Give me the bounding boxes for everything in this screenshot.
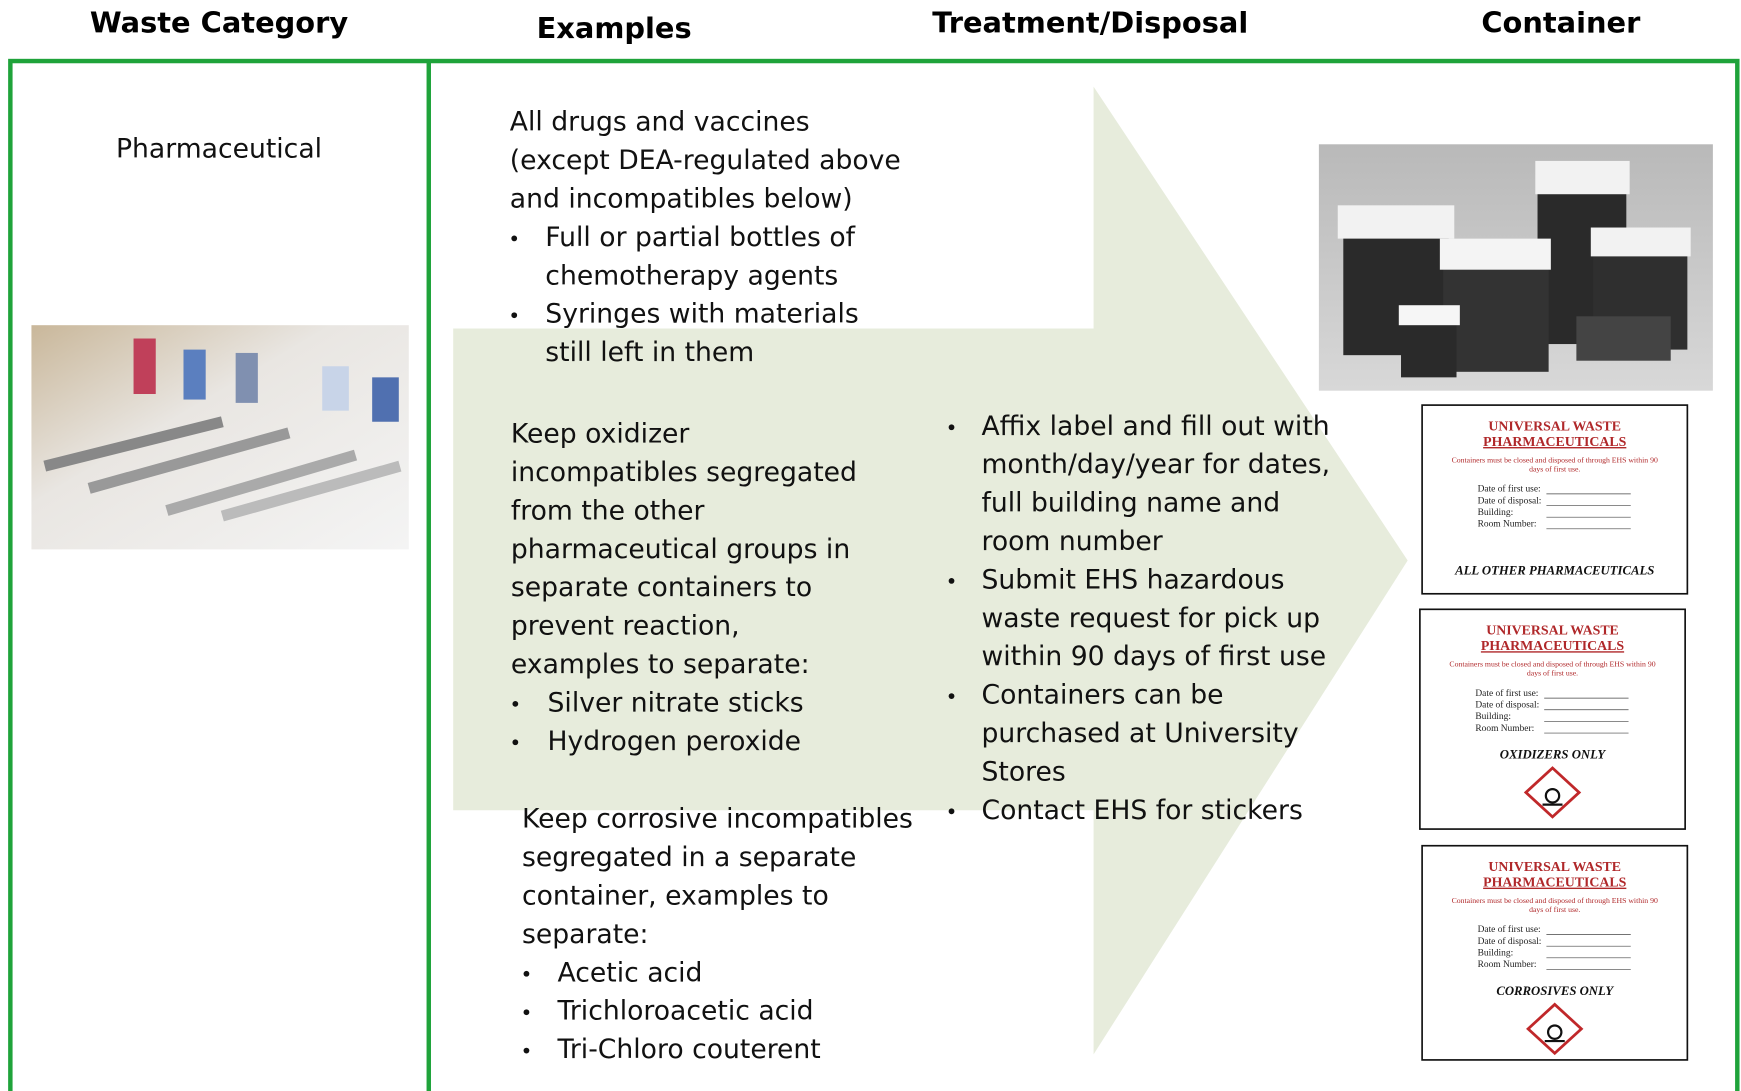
treatment-bullet: Submit EHS hazardous — [981, 564, 1284, 595]
bullet-dot — [511, 235, 518, 242]
label-field: Date of disposal: — [1478, 936, 1542, 947]
label-field: Date of disposal: — [1478, 495, 1542, 506]
example-text: separate containers to — [511, 572, 812, 603]
example-text: segregated in a separate — [522, 842, 856, 873]
bullet-dot — [948, 578, 955, 584]
treatment-bullet: Containers can be — [981, 680, 1223, 711]
column-header: Waste Category — [90, 5, 348, 39]
label-title: UNIVERSAL WASTE — [1488, 860, 1621, 875]
example-bullet: Silver nitrate sticks — [548, 687, 804, 718]
hazard-symbol — [1546, 1024, 1563, 1040]
treatment-bullet: Stores — [981, 756, 1065, 787]
example-bullet: Acetic acid — [558, 957, 703, 988]
example-bullet: Hydrogen peroxide — [548, 726, 802, 757]
bullet-dot — [512, 700, 519, 707]
label-footer: OXIDIZERS ONLY — [1500, 748, 1607, 762]
label-footer: ALL OTHER PHARMACEUTICALS — [1454, 564, 1654, 578]
example-bullet: Tri-Chloro couterent — [557, 1034, 821, 1065]
arrow — [453, 86, 1408, 1055]
column-header: Treatment/Disposal — [932, 5, 1248, 39]
treatment-bullet: room number — [981, 526, 1162, 557]
label-note: Containers must be closed and disposed o… — [1452, 455, 1658, 464]
hazard-diamond — [1523, 766, 1582, 819]
hazard-symbol — [1544, 788, 1561, 804]
label-field: Date of first use: — [1478, 484, 1541, 495]
category-name: Pharmaceutical — [116, 133, 322, 164]
example-text: from the other — [511, 495, 705, 526]
example-text: Keep oxidizer — [511, 419, 690, 450]
label-note: Containers must be closed and disposed o… — [1449, 660, 1655, 669]
label-title: UNIVERSAL WASTE — [1486, 624, 1619, 639]
container-photo — [1318, 144, 1713, 391]
label-field: Room Number: — [1478, 520, 1537, 530]
example-text: container, examples to — [522, 880, 829, 911]
label-field: Room Number: — [1475, 724, 1534, 734]
label-field: Building: — [1478, 508, 1514, 518]
label-note: days of first use. — [1527, 668, 1578, 677]
label-note: days of first use. — [1529, 905, 1580, 914]
example-text: (except DEA-regulated above — [510, 145, 901, 176]
example-text: examples to separate: — [511, 649, 810, 680]
label-title: UNIVERSAL WASTE — [1488, 419, 1621, 434]
treatment-bullet: full building name and — [981, 488, 1280, 519]
bullet-dot — [523, 970, 530, 977]
treatment-bullet: Contact EHS for stickers — [981, 795, 1302, 826]
table-border — [8, 58, 1740, 1091]
example-text: prevent reaction, — [511, 611, 740, 642]
bullet-dot — [511, 312, 518, 319]
example-text: Keep corrosive incompatibles — [522, 804, 913, 835]
treatment-bullet: within 90 days of first use — [981, 641, 1326, 672]
label-box — [1421, 404, 1689, 595]
example-bullet: Full or partial bottles of — [545, 222, 855, 253]
label-field: Date of first use: — [1475, 688, 1538, 699]
bullet-dot — [948, 808, 955, 815]
treatment-bullet: Affix label and fill out with — [981, 411, 1329, 442]
treatment-bullet: waste request for pick up — [981, 603, 1320, 634]
example-text: All drugs and vaccines — [510, 107, 810, 138]
example-text: pharmaceutical groups in — [511, 534, 850, 565]
bullet-dot — [948, 424, 955, 431]
example-text: separate: — [522, 919, 649, 950]
bullet-dot — [948, 693, 955, 699]
column-header: Container — [1481, 5, 1641, 39]
example-text: incompatibles segregated — [511, 457, 857, 488]
syringe-photo — [31, 325, 409, 550]
label-note: days of first use. — [1529, 464, 1580, 473]
example-bullet: chemotherapy agents — [545, 260, 838, 291]
example-bullet: Trichloroacetic acid — [557, 996, 814, 1027]
treatment-bullet: month/day/year for dates, — [981, 449, 1330, 480]
label-title: PHARMACEUTICALS — [1481, 639, 1625, 654]
example-text: and incompatibles below) — [510, 183, 853, 214]
label-field: Date of first use: — [1478, 924, 1541, 935]
bullet-dot — [523, 1009, 530, 1016]
bullet-dot — [523, 1047, 530, 1054]
label-field: Date of disposal: — [1475, 699, 1539, 710]
label-footer: CORROSIVES ONLY — [1496, 984, 1614, 998]
treatment-bullet: purchased at University — [981, 718, 1298, 749]
label-note: Containers must be closed and disposed o… — [1452, 896, 1658, 905]
label-field: Building: — [1478, 949, 1514, 959]
label-title: PHARMACEUTICALS — [1483, 876, 1627, 891]
example-bullet: still left in them — [545, 337, 754, 368]
bullet-dot — [512, 739, 519, 746]
label-field: Room Number: — [1478, 960, 1537, 970]
label-field: Building: — [1475, 712, 1511, 722]
label-title: PHARMACEUTICALS — [1483, 435, 1627, 450]
column-header: Examples — [537, 11, 692, 45]
hazard-diamond — [1526, 1002, 1584, 1056]
example-bullet: Syringes with materials — [545, 299, 858, 330]
